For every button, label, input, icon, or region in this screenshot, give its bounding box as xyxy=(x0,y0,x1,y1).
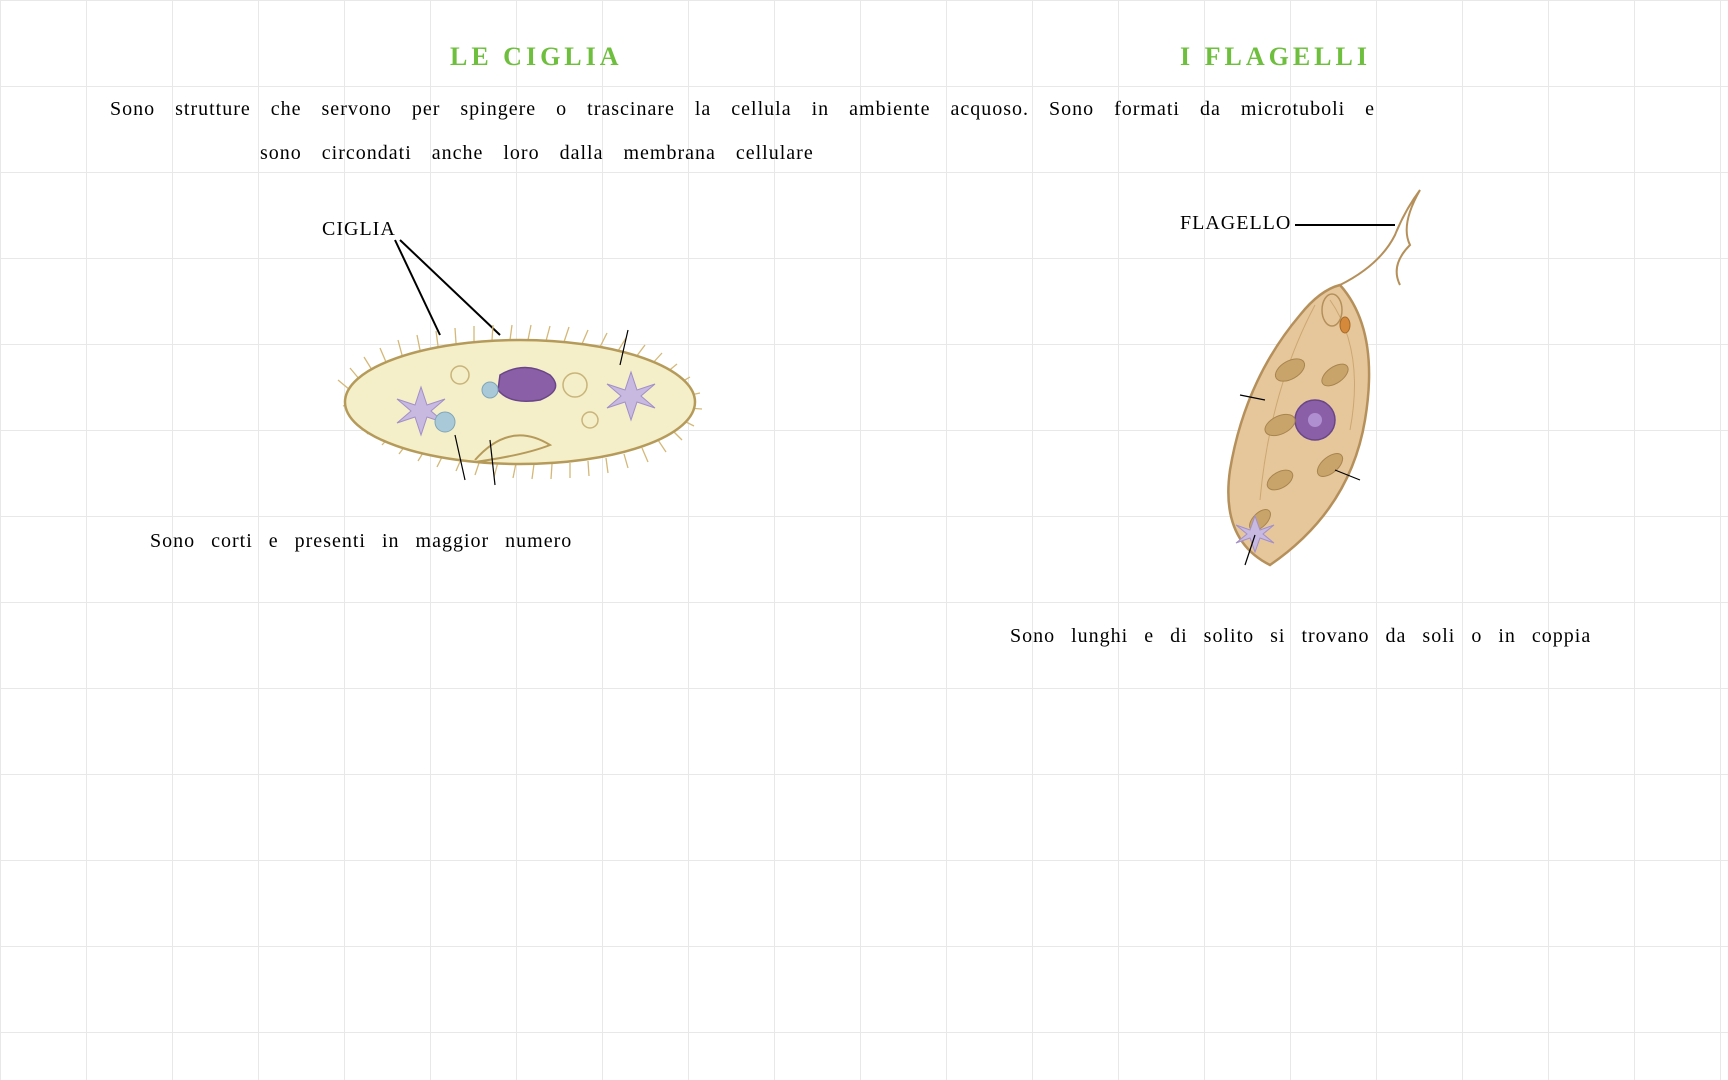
intro-line2: sono circondati anche loro dalla membran… xyxy=(260,142,814,165)
title-flagelli: I FLAGELLI xyxy=(1180,42,1371,72)
ciglia-caption: Sono corti e presenti in maggior numero xyxy=(150,530,572,553)
intro-line1: Sono strutture che servono per spingere … xyxy=(110,98,1375,121)
title-ciglia: LE CIGLIA xyxy=(450,42,623,72)
flagello-caption: Sono lunghi e di solito si trovano da so… xyxy=(1010,625,1591,648)
ciglia-cell-figure xyxy=(290,190,810,530)
flagello-cell-figure xyxy=(1120,170,1520,590)
